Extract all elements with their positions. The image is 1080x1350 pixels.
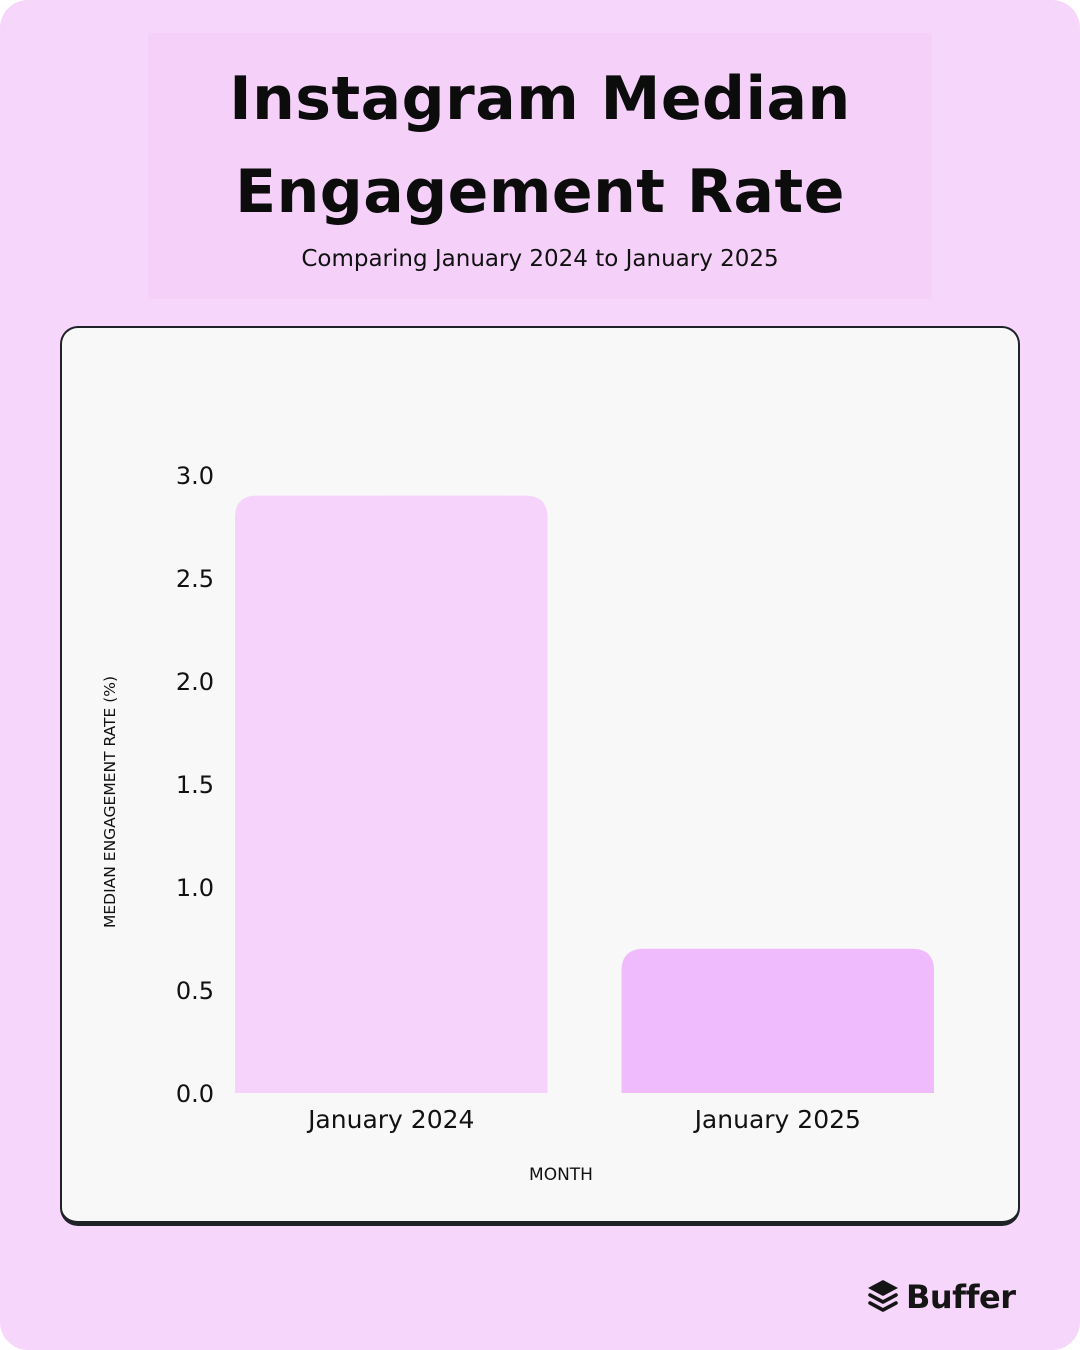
- y-tick-label: 2.5: [176, 565, 214, 593]
- y-tick-label: 1.5: [176, 771, 214, 799]
- bar-chart: 0.0 0.5 1.0 1.5 2.0 2.5 3.0 January 2024 January…: [101, 462, 934, 1185]
- x-tick-label: January 2025: [693, 1105, 861, 1134]
- y-tick-label: 0.5: [176, 977, 214, 1005]
- x-axis-title: MONTH: [529, 1165, 593, 1185]
- chart-card: 0.0 0.5 1.0 1.5 2.0 2.5 3.0 January 2024 January…: [60, 326, 1020, 1226]
- page-subtitle: Comparing January 2024 to January 2025: [301, 246, 779, 272]
- y-tick-label: 3.0: [176, 462, 214, 490]
- x-tick-label: January 2024: [306, 1105, 474, 1134]
- brand-logo: Buffer: [866, 1276, 1016, 1318]
- y-tick-label: 0.0: [176, 1080, 214, 1108]
- y-tick-label: 2.0: [176, 668, 214, 696]
- brand-name: Buffer: [906, 1278, 1016, 1316]
- bar-2: [621, 948, 934, 1093]
- y-tick-label: 1.0: [176, 874, 214, 902]
- y-axis-title: MEDIAN ENGAGEMENT RATE (%): [101, 676, 119, 928]
- title-block: Instagram Median Engagement Rate Compari…: [148, 33, 932, 299]
- page-title: Instagram Median Engagement Rate: [229, 64, 851, 227]
- bar-1: [235, 495, 548, 1094]
- layers-icon: [868, 1280, 898, 1312]
